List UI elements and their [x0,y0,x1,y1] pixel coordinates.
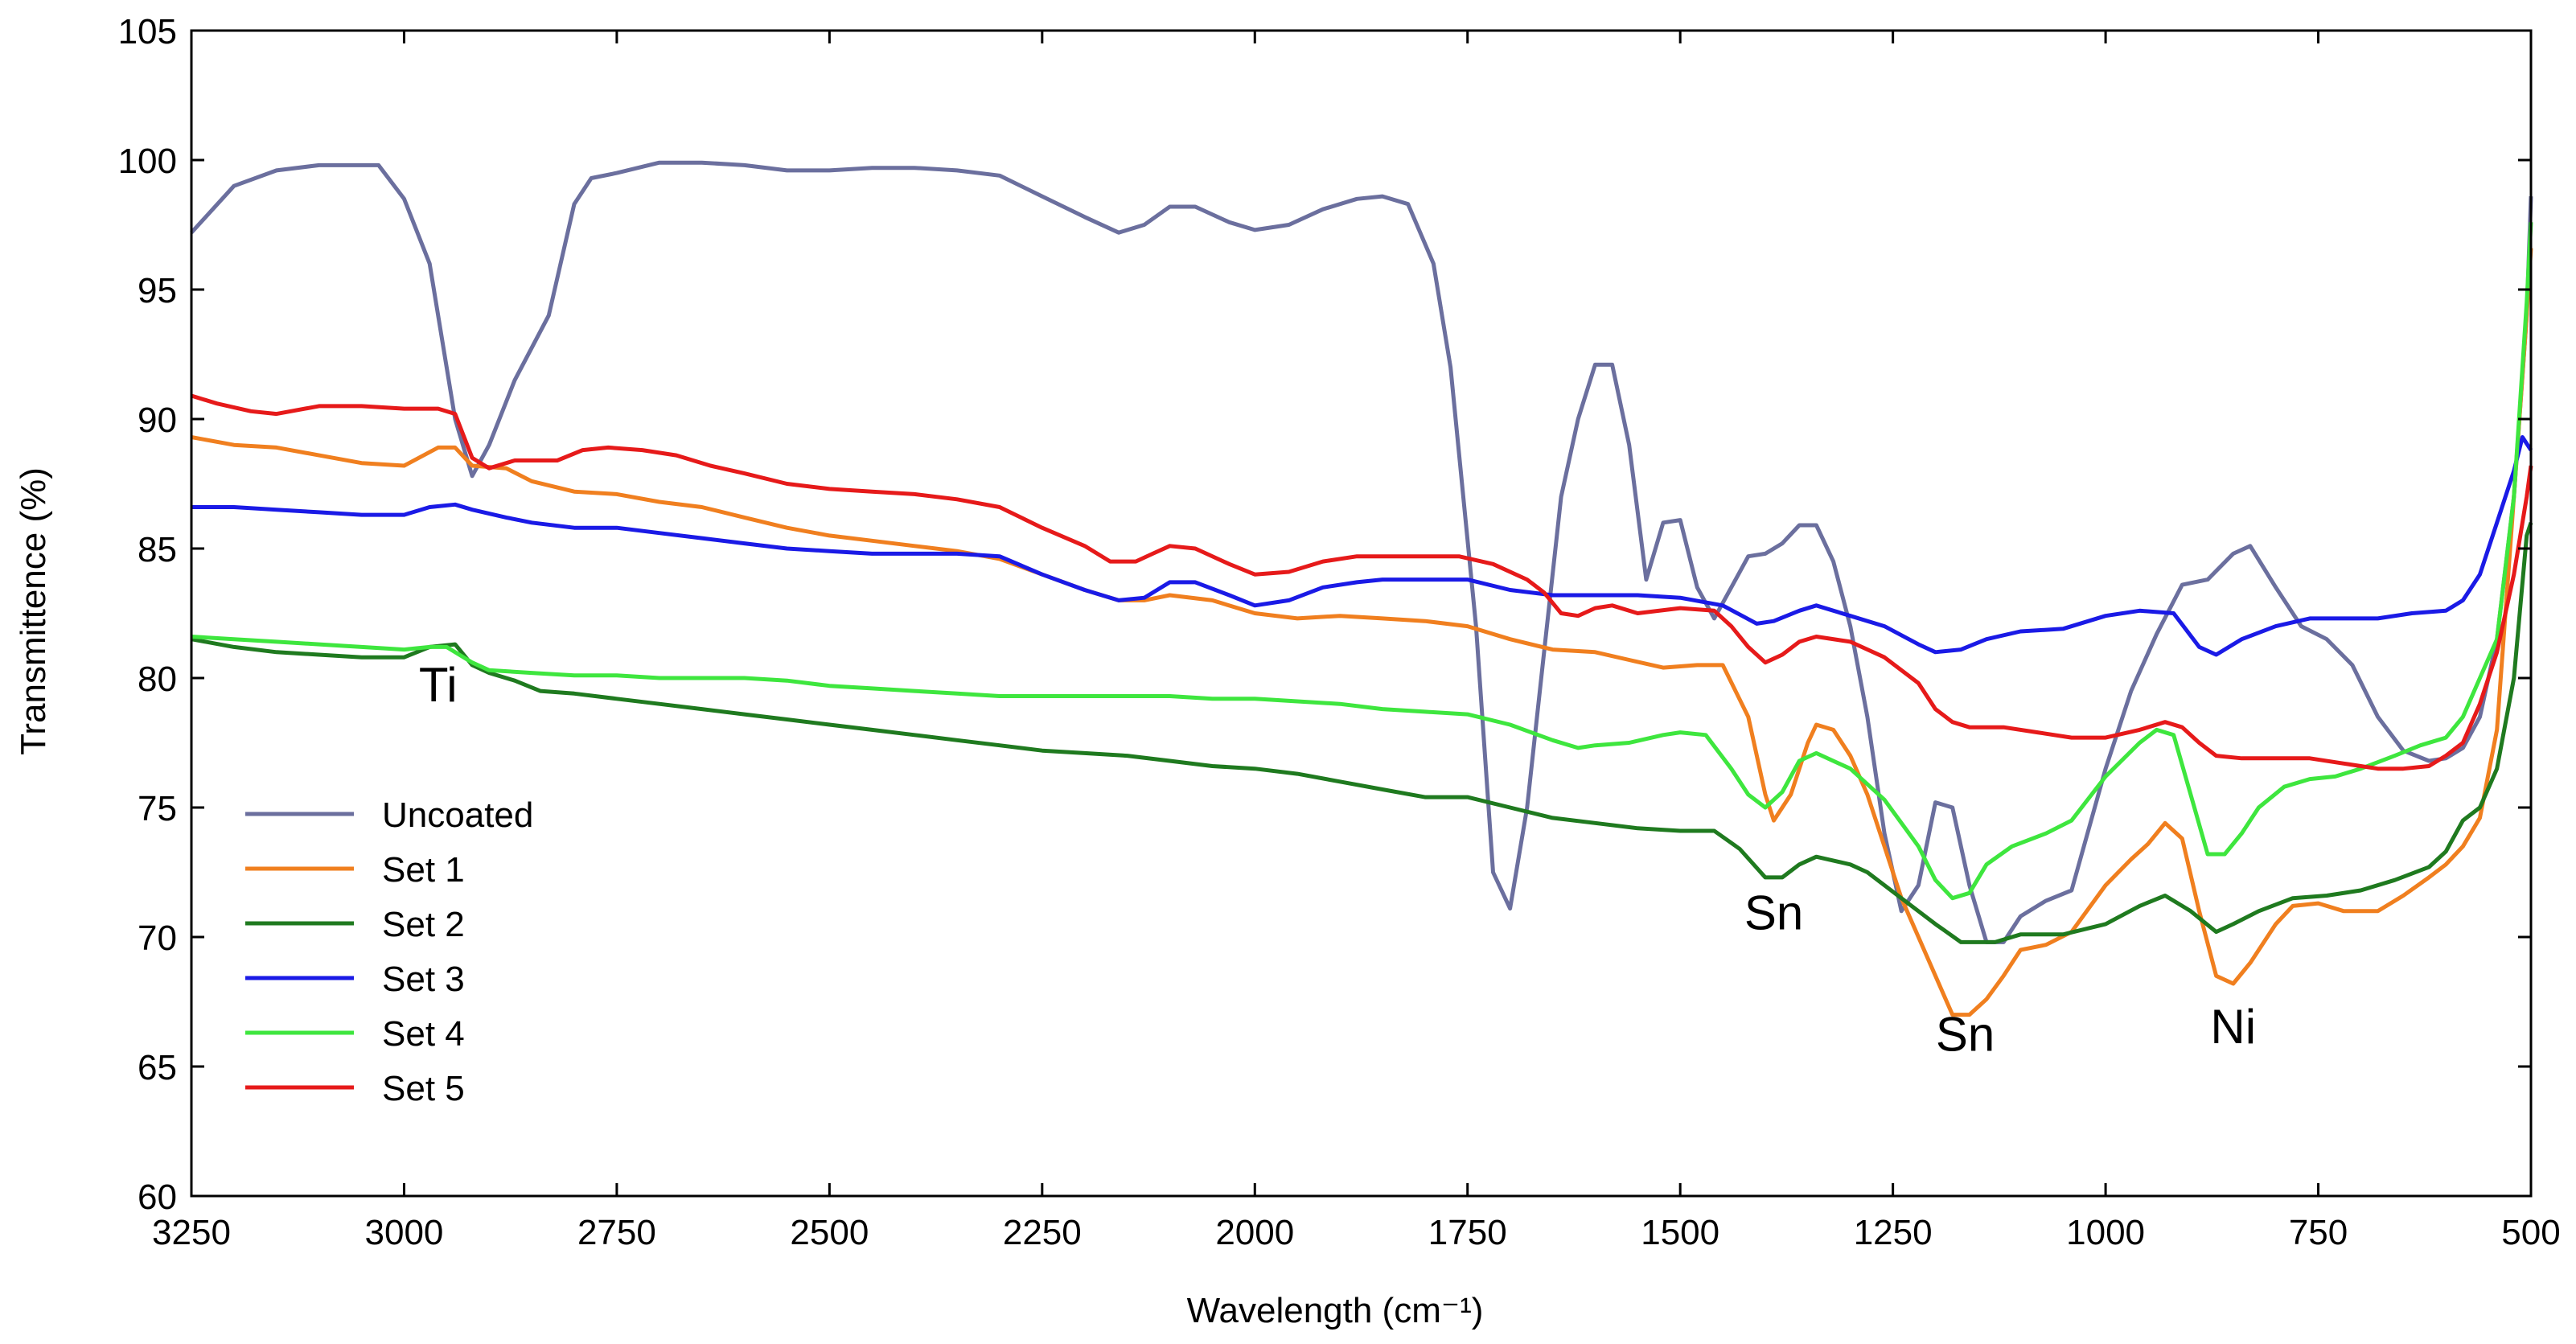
x-tick-label: 3250 [152,1213,231,1252]
legend-label: Uncoated [382,795,533,835]
y-tick-label: 105 [118,12,177,51]
y-tick-label: 75 [138,789,177,828]
series-line-set-1 [191,248,2533,1017]
y-tick-label: 65 [138,1048,177,1087]
series-line-uncoated [190,160,2533,944]
legend-label: Set 2 [382,905,465,944]
x-axis-title: Wavelength (cm⁻¹) [1187,1291,1484,1330]
annotation-sn: Sn [1936,1008,1995,1062]
y-axis-title: Transmittence (%) [14,467,53,755]
series-layer [190,160,2533,1017]
annotation-sn: Sn [1744,886,1803,939]
y-tick-label: 90 [138,401,177,440]
x-tick-label: 500 [2501,1213,2560,1252]
x-tick-label: 2250 [1003,1213,1082,1252]
x-tick-label: 1750 [1428,1213,1507,1252]
plot-frame [190,29,2533,1198]
x-tick-label: 3000 [365,1213,444,1252]
axes [190,29,2533,1198]
y-tick-label: 70 [138,919,177,958]
x-tick-label: 1500 [1641,1213,1719,1252]
y-tick-label: 100 [118,142,177,181]
y-tick-label: 95 [138,271,177,310]
annotation-layer: Ti Sn Sn Ni [419,658,2256,1062]
series-line-set-4 [191,222,2533,901]
legend-label: Set 5 [382,1069,465,1108]
y-tick-label: 85 [138,530,177,569]
ticks: 3250 3000 2750 2500 2250 2000 1750 1500 1250 1000… [118,12,2561,1252]
x-tick-label: 1250 [1854,1213,1933,1252]
series-line-set-5 [191,393,2533,771]
x-tick-label: 2750 [577,1213,656,1252]
legend-label: Set 3 [382,960,465,999]
annotation-ni: Ni [2210,1000,2256,1054]
legend-label: Set 1 [382,850,465,890]
x-tick-label: 2000 [1215,1213,1294,1252]
series-line-set-2 [191,522,2533,944]
y-tick-label: 80 [138,660,177,699]
legend: Uncoated Set 1 Set 2 Set 3 Set 4 Set 5 [245,795,533,1108]
annotation-ti: Ti [419,658,458,712]
x-tick-label: 2500 [790,1213,869,1252]
series-line-set-3 [191,435,2533,657]
x-tick-label: 1000 [2066,1213,2145,1252]
x-tick-label: 750 [2289,1213,2348,1252]
legend-label: Set 4 [382,1014,465,1054]
y-tick-label: 60 [138,1178,177,1217]
